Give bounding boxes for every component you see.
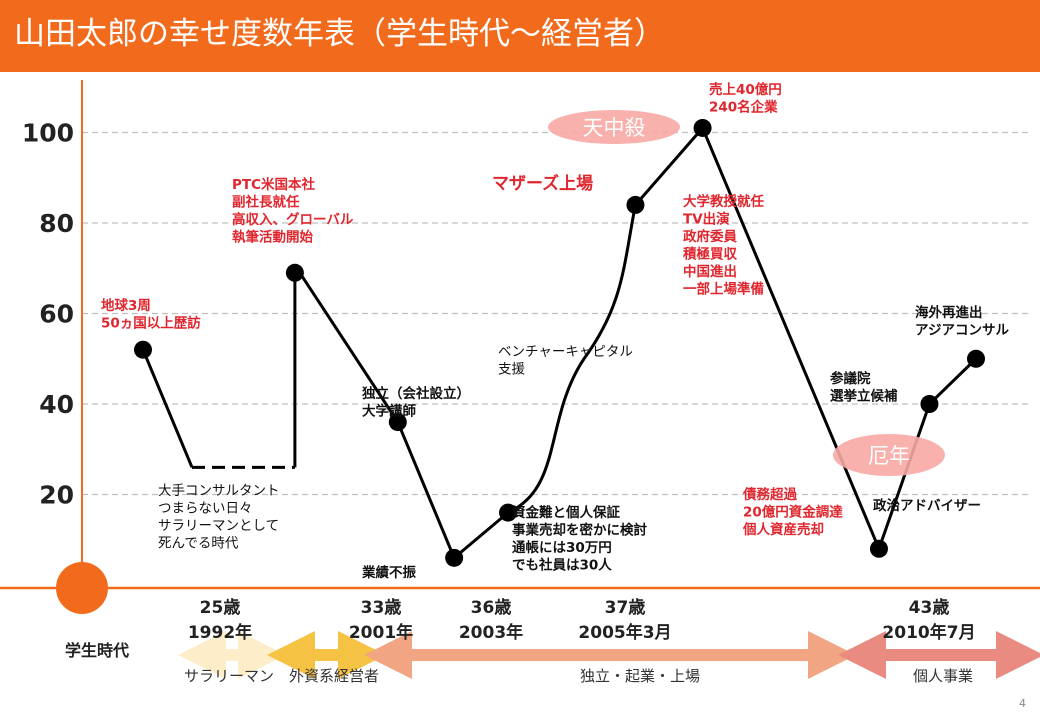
year-label: 2001年 [349,622,413,643]
data-point [967,349,985,368]
annotation-line: でも社員は30人 [512,557,612,574]
marker-layer [134,118,985,567]
data-point [693,118,712,137]
annotation-line: 海外再進出 [915,304,983,321]
annotation-line: 選挙立候補 [830,388,898,405]
annotation-line: 業績不振 [361,564,416,581]
annotation-line: 大手コンサルタント [158,483,280,499]
phase-student-label: 学生時代 [65,641,129,660]
annotation-line: PTC米国本社 [232,176,316,193]
y-tick-label: 60 [39,300,74,329]
origin-dot [56,562,108,614]
y-tick-label: 40 [39,390,74,419]
data-point [920,395,939,413]
annotation-line: 240名企業 [709,99,778,116]
year-label: 2003年 [459,622,523,643]
bubble-tenchusatsu [548,110,680,144]
annotation-line: TV出演 [683,211,730,228]
phase-label: 外資系経営者 [289,667,379,685]
annotation-line: 政府委員 [683,228,737,245]
bubble-label: 天中殺 [583,116,646,140]
annotation-line: 副社長就任 [232,194,300,211]
data-point [134,340,152,359]
data-point [285,263,304,282]
page-title: 山田太郎の幸せ度数年表（学生時代～経営者） [14,16,665,52]
annotation-line: 通帳には30万円 [512,539,612,556]
annotation-line: つまらない日々 [158,501,253,517]
annotation-line: ベンチャーキャピタル [498,344,633,360]
annotation-line: 死んでる時代 [158,536,239,552]
annotation-line: 積極買収 [682,246,737,263]
data-point [626,195,645,214]
annotation-line: 50ヵ国以上歴訪 [101,315,201,332]
annotation-line: 高収入、グローバル [232,211,354,228]
annotation-line: 資金難と個人保証 [512,504,620,521]
bubble-yakudoshi [833,434,945,476]
page-number: 4 [1019,697,1026,710]
annotation-line: サラリーマンとして [158,518,279,534]
phase-label: 個人事業 [913,667,973,685]
phase-label: サラリーマン [184,667,274,685]
axis-layer [0,80,1040,614]
annotation-line: 支援 [498,362,526,378]
year-label: 2005年3月 [578,622,671,643]
ann-slump: 業績不振 [361,564,416,581]
annotation-line: 地球3周 [101,297,151,314]
annotation-line: マザーズ上場 [492,173,593,194]
annotation-line: 債務超過 [742,486,797,503]
annotation-line: 一部上場準備 [683,281,764,298]
annotation-line: 大学教授就任 [683,193,764,210]
annotation-line: 売上40億円 [709,81,782,98]
data-point [499,503,518,522]
annotation-line: 独立（会社設立） [362,385,470,402]
ann-mothers: マザーズ上場 [492,173,593,194]
data-point [388,413,407,432]
year-label: 2010年7月 [882,622,975,643]
phase-label: 独立・起業・上場 [580,667,700,685]
y-tick-label: 100 [22,119,74,148]
annotation-line: 事業売却を密かに検討 [512,522,647,539]
age-label: 37歳 [605,597,646,618]
annotation-line: 大学講師 [362,403,416,420]
age-label: 33歳 [361,597,402,618]
annotation-line: 中国進出 [683,263,737,280]
ann-advisor: 政治アドバイザー [873,497,981,514]
age-label: 36歳 [471,597,512,618]
annotation-line: 20億円資金調達 [743,504,843,521]
line-segment [298,126,978,560]
year-label: 1992年 [188,622,252,643]
data-point [445,548,464,567]
annotation-line: 政治アドバイザー [873,497,981,514]
age-label: 43歳 [909,597,950,618]
ann-independence: 独立（会社設立）大学講師 [362,385,470,420]
y-tick-label: 20 [39,481,74,510]
y-tick-label: 80 [39,209,74,238]
line-segment [141,349,194,468]
annotation-line: 執筆活動開始 [232,229,313,246]
data-point [869,539,888,558]
title-bar: 山田太郎の幸せ度数年表（学生時代～経営者） [0,0,1040,72]
bubble-label: 厄年 [868,444,910,468]
line-layer [141,126,978,560]
annotation-line: アジアコンサル [915,323,1009,339]
age-label: 25歳 [200,597,241,618]
annotation-line: 参議院 [830,370,871,387]
annotation-line: 個人資産売却 [742,521,824,538]
